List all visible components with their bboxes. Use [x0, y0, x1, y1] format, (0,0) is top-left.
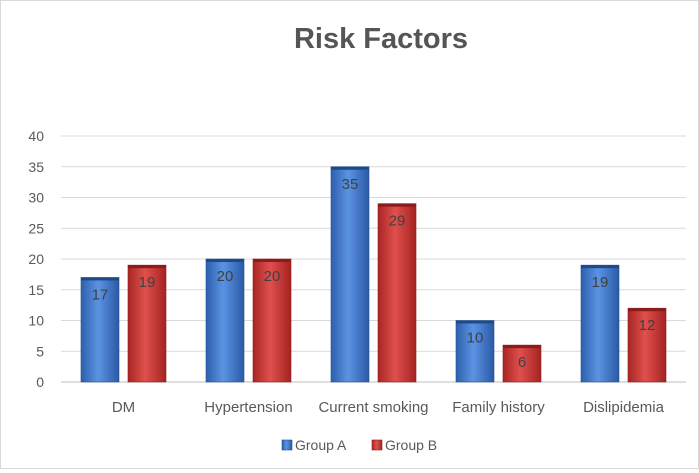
x-axis-ticks: DM Hypertension Current smoking Family hist… [112, 399, 665, 416]
bar-group-b [127, 264, 167, 383]
bar-group-b [502, 344, 542, 383]
y-tick-label: 10 [28, 313, 44, 329]
legend-swatch [371, 439, 383, 451]
x-tick-label: Family history [452, 399, 545, 416]
data-label: 35 [342, 176, 359, 193]
bar-cap [253, 259, 291, 262]
bar-cap [581, 265, 619, 269]
data-label: 17 [92, 286, 109, 303]
bar-group-a [80, 277, 120, 383]
bar-group-a [205, 258, 245, 383]
y-tick-label: 20 [28, 251, 44, 267]
legend-swatch [281, 439, 293, 451]
y-tick-label: 40 [28, 128, 44, 144]
legend-label: Group B [385, 437, 437, 453]
bar-group-b [377, 203, 417, 383]
y-tick-label: 25 [28, 220, 44, 236]
bar-cap [128, 265, 166, 269]
data-label: 10 [467, 330, 484, 347]
bar-cap [206, 259, 244, 262]
data-label: 20 [217, 268, 234, 285]
data-label: 20 [264, 268, 281, 285]
legend-label: Group A [295, 437, 347, 453]
x-tick-label: DM [112, 399, 135, 416]
data-label: 6 [518, 354, 526, 371]
bar-group-a [455, 320, 495, 383]
bar-cap [456, 320, 494, 324]
data-label: 29 [389, 213, 406, 230]
data-label: 19 [592, 274, 609, 291]
bars: 17 19 20 20 35 29 10 6 19 12 [80, 166, 667, 383]
y-tick-label: 30 [28, 190, 44, 206]
bar-cap [628, 308, 666, 312]
bar-group-a [330, 166, 370, 383]
x-tick-label: Hypertension [204, 399, 292, 416]
x-tick-label: Dislipidemia [583, 399, 665, 416]
y-tick-label: 35 [28, 159, 44, 175]
y-tick-label: 0 [36, 374, 44, 390]
y-tick-label: 15 [28, 282, 44, 298]
bar-group-b [627, 307, 667, 383]
bar-cap [81, 277, 119, 281]
bar-cap [503, 345, 541, 349]
legend: Group A Group B [281, 437, 437, 453]
bar-cap [378, 203, 416, 207]
data-label: 12 [639, 317, 656, 334]
y-tick-label: 5 [36, 343, 44, 359]
bar-group-b [252, 258, 292, 383]
x-tick-label: Current smoking [318, 399, 428, 416]
chart-title: Risk Factors [294, 23, 468, 55]
y-axis-ticks: 0 5 10 15 20 25 30 35 40 [28, 128, 44, 390]
data-label: 19 [139, 274, 156, 291]
bar-cap [331, 166, 369, 170]
